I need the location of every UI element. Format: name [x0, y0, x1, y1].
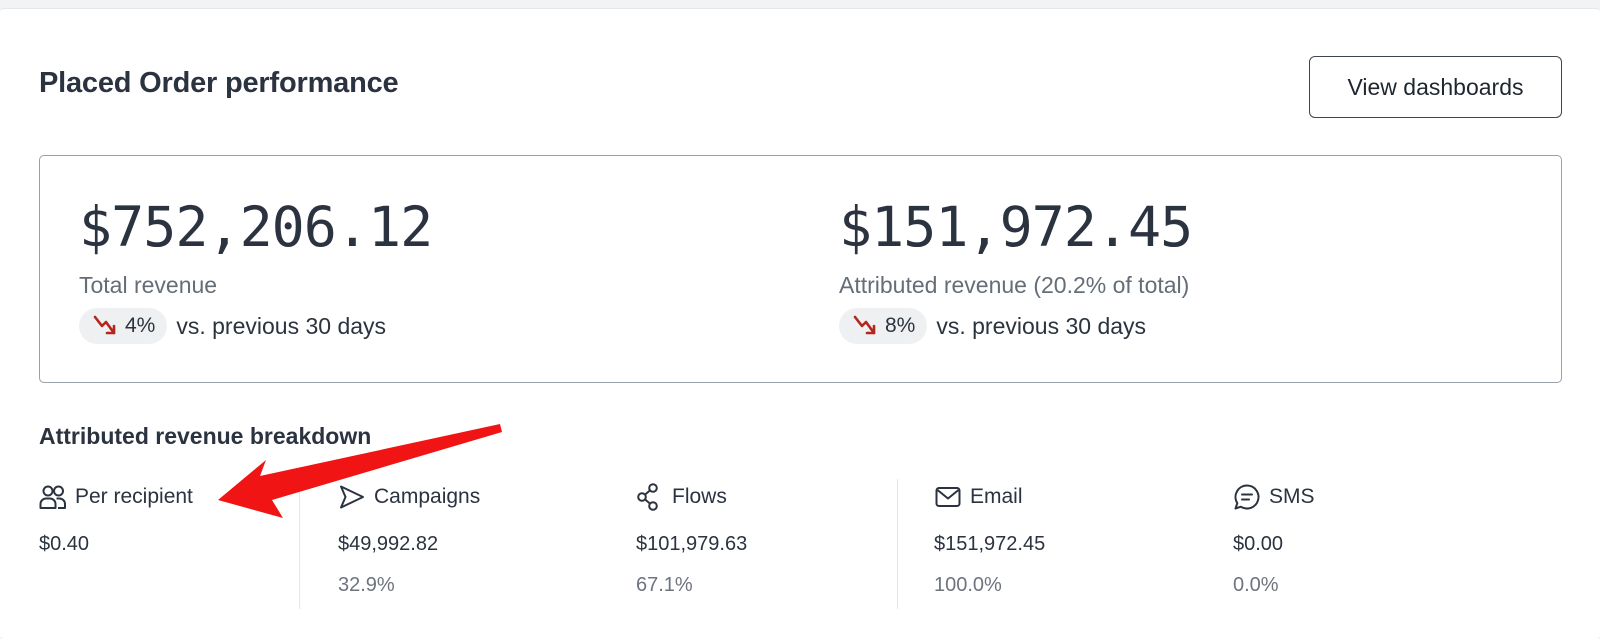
revenue-breakdown: Per recipient $0.40 Campaigns $49,992.82…: [39, 479, 1562, 609]
breakdown-label: SMS: [1269, 485, 1315, 508]
divider: [897, 479, 898, 609]
attributed-revenue-value: $151,972.45: [839, 195, 1193, 259]
change-percent: 4%: [125, 314, 156, 337]
breakdown-campaigns: Campaigns $49,992.82 32.9%: [338, 479, 480, 609]
breakdown-per-recipient: Per recipient $0.40: [39, 479, 193, 609]
breakdown-label: Campaigns: [374, 485, 481, 508]
divider: [299, 479, 300, 609]
total-revenue-label: Total revenue: [79, 272, 218, 298]
trend-down-icon: [93, 315, 116, 335]
users-icon: [39, 485, 66, 509]
page-title: Placed Order performance: [39, 67, 399, 99]
chat-icon: [1234, 484, 1260, 510]
breakdown-label: Flows: [672, 485, 727, 508]
breakdown-flows: Flows $101,979.63 67.1%: [636, 479, 747, 609]
breakdown-label: Email: [970, 485, 1023, 508]
breakdown-percent: 0.0%: [1233, 574, 1279, 596]
change-percent: 8%: [885, 314, 916, 337]
breakdown-sms: SMS $0.00 0.0%: [1233, 479, 1315, 609]
send-icon: [340, 485, 364, 509]
breakdown-value: $0.40: [39, 533, 90, 555]
breakdown-value: $0.00: [1233, 533, 1284, 555]
change-badge: 8%: [839, 308, 928, 344]
attributed-revenue-change: 8% vs. previous 30 days: [839, 308, 1192, 344]
breakdown-value: $151,972.45: [934, 533, 1046, 555]
change-badge: 4%: [79, 308, 168, 344]
change-comparison-text: vs. previous 30 days: [936, 312, 1147, 339]
attributed-revenue-metric: $151,972.45 Attributed revenue (20.2% of…: [839, 192, 1193, 344]
total-revenue-value: $752,206.12: [79, 195, 433, 259]
breakdown-percent: 100.0%: [934, 574, 1002, 596]
trend-down-icon: [853, 315, 876, 335]
breakdown-label: Per recipient: [75, 485, 193, 508]
mail-icon: [935, 487, 961, 507]
flows-icon: [637, 483, 658, 511]
revenue-summary-box: $752,206.12 Total revenue 4% vs. previou…: [39, 155, 1562, 383]
breakdown-value: $101,979.63: [636, 533, 748, 555]
breakdown-title: Attributed revenue breakdown: [39, 423, 372, 449]
attributed-revenue-label: Attributed revenue (20.2% of total): [839, 272, 1190, 298]
breakdown-email: Email $151,972.45 100.0%: [934, 479, 1045, 609]
breakdown-value: $49,992.82: [338, 533, 439, 555]
view-dashboards-button[interactable]: View dashboards: [1309, 56, 1562, 118]
breakdown-percent: 32.9%: [338, 574, 395, 596]
placed-order-performance-card: Placed Order performance View dashboards…: [0, 8, 1600, 639]
change-comparison-text: vs. previous 30 days: [176, 312, 387, 339]
breakdown-percent: 67.1%: [636, 574, 693, 596]
total-revenue-change: 4% vs. previous 30 days: [79, 308, 432, 344]
total-revenue-metric: $752,206.12 Total revenue 4% vs. previou…: [79, 192, 433, 344]
